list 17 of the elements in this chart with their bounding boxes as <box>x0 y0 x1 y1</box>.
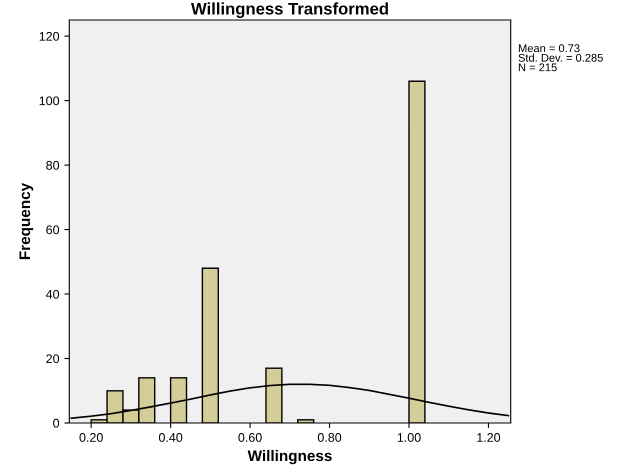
x-tick-label: 0.60 <box>238 433 262 442</box>
x-tick-label: 0.80 <box>318 433 342 442</box>
chart-title: Willingness Transformed <box>191 2 388 18</box>
y-tick-label: 20 <box>46 354 60 364</box>
y-tick-label: 60 <box>46 225 60 234</box>
y-tick-label: 100 <box>40 96 60 106</box>
y-tick-label: 40 <box>46 290 60 299</box>
x-axis-title: Willingness <box>248 450 332 464</box>
x-tick-label: 1.20 <box>477 433 500 442</box>
y-tick-label: 0 <box>53 418 60 428</box>
x-tick-label: 1.00 <box>398 433 421 442</box>
y-tick-label: 80 <box>46 160 60 170</box>
y-tick-label: 120 <box>40 32 60 41</box>
y-axis-title: Frequency <box>19 182 34 260</box>
x-tick-label: 0.20 <box>79 433 103 442</box>
text: Mean = 0.73 Std. Dev. = 0.285 N = 215 <box>518 44 603 72</box>
x-tick-label: 0.40 <box>158 433 182 442</box>
